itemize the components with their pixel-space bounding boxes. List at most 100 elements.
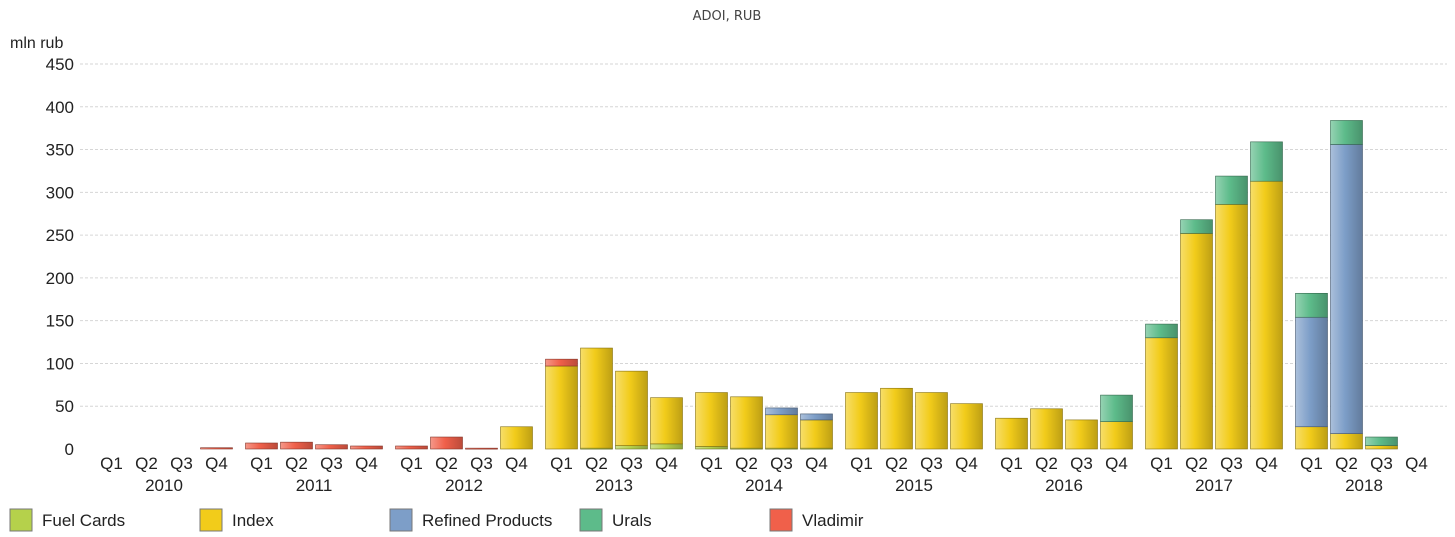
bar-refined-products <box>1330 144 1363 434</box>
bar-index <box>995 417 1028 450</box>
x-tick-quarter: Q4 <box>1105 454 1128 473</box>
bar-fuel-cards <box>695 446 728 450</box>
bar-urals <box>1145 323 1178 339</box>
bar-index <box>1330 433 1363 450</box>
x-tick-year: 2016 <box>1045 476 1083 495</box>
legend-item-vladimir[interactable]: Vladimir <box>769 508 864 532</box>
x-tick-year: 2010 <box>145 476 183 495</box>
x-tick-year: 2015 <box>895 476 933 495</box>
legend-swatch <box>199 508 223 532</box>
legend-swatch <box>9 508 33 532</box>
bar-vladimir <box>280 441 313 450</box>
bar-urals <box>1295 292 1328 318</box>
y-tick-label: 300 <box>46 183 74 202</box>
bar-vladimir <box>465 447 498 450</box>
x-tick-quarter: Q1 <box>550 454 573 473</box>
x-tick-quarter: Q4 <box>205 454 228 473</box>
x-tick-quarter: Q2 <box>435 454 458 473</box>
x-tick-quarter: Q4 <box>1405 454 1428 473</box>
x-tick-quarter: Q3 <box>320 454 343 473</box>
legend[interactable]: Fuel Cards Index Refined Products Urals Vlad… <box>9 508 864 532</box>
legend-item-refined-products[interactable]: Refined Products <box>389 508 552 532</box>
x-tick-year: 2018 <box>1345 476 1383 495</box>
x-tick-quarter: Q3 <box>770 454 793 473</box>
bar-index <box>580 347 613 449</box>
bar-index <box>880 387 913 450</box>
bar-refined-products <box>800 413 833 421</box>
legend-swatch <box>389 508 413 532</box>
bar-index <box>765 414 798 449</box>
bar-index <box>695 392 728 447</box>
x-tick-year: 2017 <box>1195 476 1233 495</box>
bar-vladimir <box>245 442 278 450</box>
x-tick-quarter: Q2 <box>585 454 608 473</box>
y-tick-label: 50 <box>55 397 74 416</box>
x-tick-quarter: Q1 <box>250 454 273 473</box>
x-tick-quarter: Q4 <box>355 454 378 473</box>
bar-fuel-cards <box>650 443 683 450</box>
x-tick-quarter: Q1 <box>1150 454 1173 473</box>
x-tick-quarter: Q1 <box>400 454 423 473</box>
bar-index <box>915 392 948 450</box>
legend-label: Index <box>232 511 274 530</box>
x-tick-quarter: Q4 <box>505 454 528 473</box>
x-tick-quarter: Q1 <box>1000 454 1023 473</box>
legend-label: Vladimir <box>802 511 864 530</box>
legend-item-urals[interactable]: Urals <box>579 508 652 532</box>
legend-item-index[interactable]: Index <box>199 508 274 532</box>
bar-index <box>1365 445 1398 450</box>
x-tick-quarter: Q3 <box>1220 454 1243 473</box>
x-tick-quarter: Q4 <box>805 454 828 473</box>
x-tick-quarter: Q1 <box>850 454 873 473</box>
bar-index <box>1065 419 1098 450</box>
x-tick-quarter: Q3 <box>170 454 193 473</box>
bar-index <box>545 365 578 450</box>
legend-item-fuel-cards[interactable]: Fuel Cards <box>9 508 125 532</box>
x-tick-quarter: Q2 <box>135 454 158 473</box>
x-tick-quarter: Q2 <box>735 454 758 473</box>
gridlines <box>80 63 1447 407</box>
x-tick-quarter: Q1 <box>1300 454 1323 473</box>
bar-index <box>1030 408 1063 450</box>
x-tick-quarter: Q4 <box>955 454 978 473</box>
bar-urals <box>1330 120 1363 145</box>
y-tick-label: 0 <box>65 440 74 459</box>
bar-urals <box>1100 394 1133 422</box>
legend-swatch <box>769 508 793 532</box>
bar-index <box>950 403 983 450</box>
bar-vladimir <box>395 445 428 450</box>
bar-urals <box>1215 175 1248 205</box>
x-tick-quarter: Q4 <box>1255 454 1278 473</box>
y-axis-ticks: 0 50 100 150 200 250 300 350 400 450 <box>46 55 74 459</box>
x-tick-year: 2013 <box>595 476 633 495</box>
bar-index <box>650 397 683 445</box>
x-tick-quarter: Q3 <box>470 454 493 473</box>
x-tick-year: 2011 <box>296 476 333 495</box>
bar-vladimir <box>315 444 348 450</box>
x-tick-quarter: Q3 <box>920 454 943 473</box>
x-tick-quarter: Q2 <box>1335 454 1358 473</box>
bar-urals <box>1365 436 1398 446</box>
x-tick-quarter: Q2 <box>1185 454 1208 473</box>
x-tick-year: 2014 <box>745 476 783 495</box>
legend-label: Fuel Cards <box>42 511 125 530</box>
bar-index <box>500 426 533 450</box>
x-tick-quarter: Q3 <box>1070 454 1093 473</box>
y-tick-label: 150 <box>46 312 74 331</box>
bar-vladimir <box>200 447 233 450</box>
bar-refined-products <box>765 407 798 416</box>
legend-swatch <box>579 508 603 532</box>
x-tick-quarter: Q3 <box>620 454 643 473</box>
bar-vladimir <box>350 445 383 450</box>
bar-index <box>1215 204 1248 450</box>
legend-label: Urals <box>612 511 652 530</box>
x-tick-quarter: Q3 <box>1370 454 1393 473</box>
x-tick-quarter: Q2 <box>885 454 908 473</box>
bar-vladimir <box>430 436 463 450</box>
x-tick-quarter: Q2 <box>285 454 308 473</box>
bar-index <box>845 392 878 450</box>
x-tick-quarter: Q1 <box>100 454 123 473</box>
y-tick-label: 100 <box>46 354 74 373</box>
y-tick-label: 200 <box>46 269 74 288</box>
